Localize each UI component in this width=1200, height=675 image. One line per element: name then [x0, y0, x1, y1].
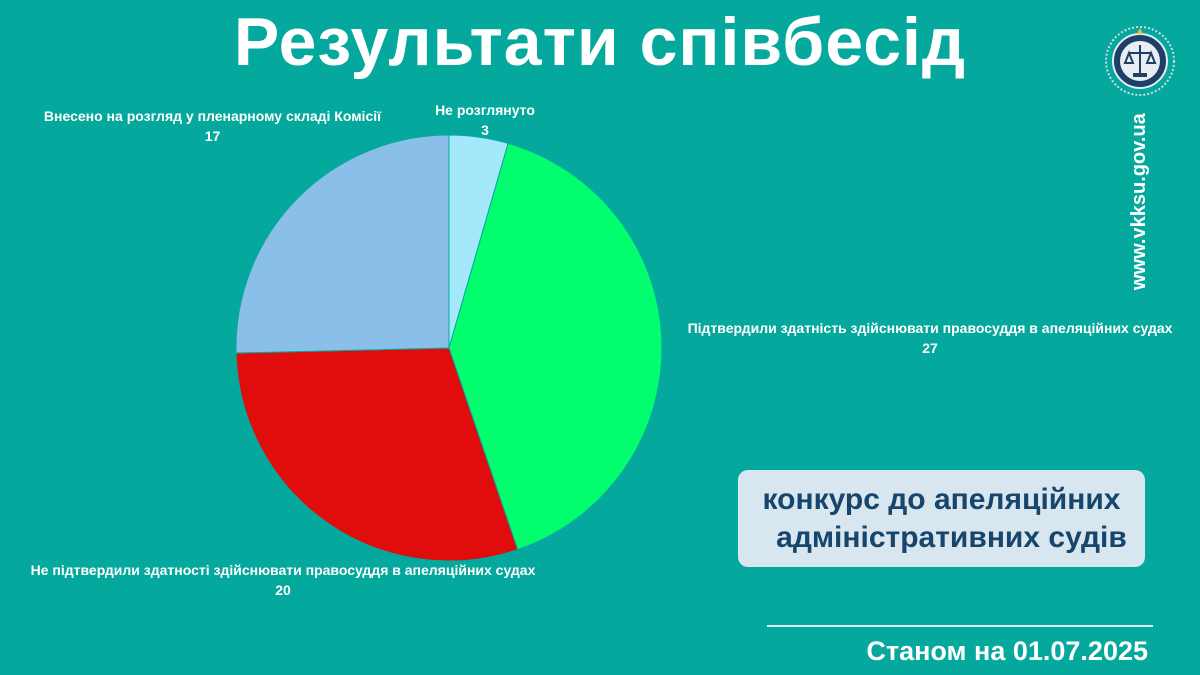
- contest-line-2: адміністративних судів: [776, 520, 1127, 554]
- page-title: Результати співбесід: [233, 4, 967, 80]
- slice-label-not-confirmed: Не підтвердили здатності здійснювати пра…: [30, 562, 536, 598]
- contest-info-box: конкурс до апеляційних адміністративних …: [738, 470, 1145, 567]
- slice-confirmed: [448, 142, 663, 551]
- contest-line-1: конкурс до апеляційних: [762, 482, 1121, 516]
- commission-emblem-icon: [1105, 26, 1175, 96]
- footer-divider: [767, 625, 1153, 627]
- slice-label-plenary: Внесено на розгляд у пленарному складі К…: [43, 108, 382, 144]
- website-link[interactable]: www.vkksu.gov.ua: [1128, 113, 1150, 290]
- slice-not-confirmed: [235, 347, 519, 562]
- slice-plenary: [235, 134, 450, 354]
- slice-label-not-considered: Не розглянуто 3: [435, 102, 535, 138]
- slice-label-confirmed: Підтвердили здатність здійснювати правос…: [687, 320, 1173, 356]
- as-of-date: Станом на 01.07.2025: [866, 636, 1148, 666]
